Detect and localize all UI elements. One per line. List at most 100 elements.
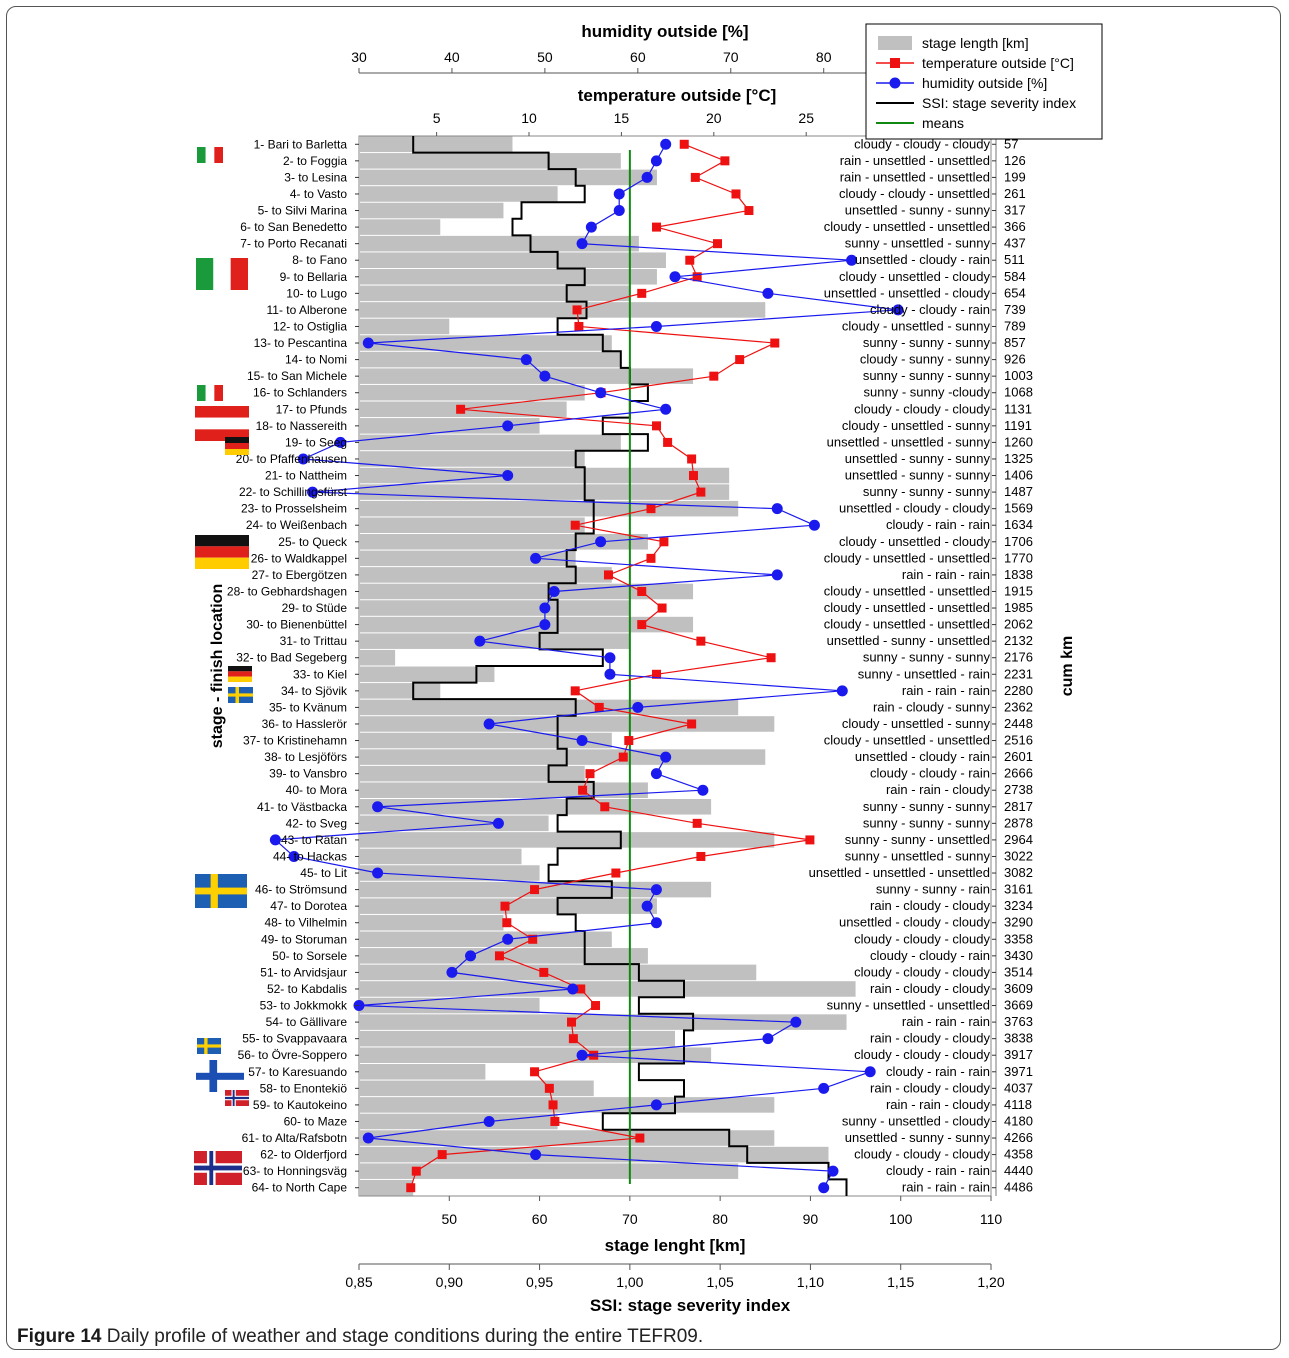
austria-flag-icon [195, 406, 249, 441]
temperature-point [652, 421, 662, 431]
cum-km-label: 2362 [1004, 699, 1033, 714]
cum-km-label: 3971 [1004, 1064, 1033, 1079]
length-bar [359, 550, 576, 567]
cum-km-label: 3022 [1004, 848, 1033, 863]
stage-label: 62- to Olderfjord [260, 1148, 347, 1162]
stage-label: 10- to Lugo [286, 286, 347, 300]
legend-entry: stage length [km] [922, 35, 1029, 51]
temperature-point [687, 719, 697, 729]
plot-area [358, 135, 992, 1197]
length-bar [359, 649, 396, 666]
stage-label: 36- to Hasslerör [262, 717, 347, 731]
legend-entry: temperature outside [°C] [922, 55, 1074, 71]
weather-label: unsettled - cloudy - cloudy [839, 501, 991, 516]
temperature-point [679, 139, 689, 149]
length-bar [359, 600, 630, 616]
weather-label: rain - unsettled - unsettled [840, 153, 990, 168]
temperature-point [456, 404, 466, 414]
temperature-point [594, 702, 604, 712]
weather-label: cloudy - cloudy - cloudy [854, 964, 990, 979]
length-bar [359, 136, 513, 153]
stage-label: 11- to Alberone [266, 303, 347, 317]
humidity-point [539, 370, 551, 382]
weather-label: unsettled - unsettled - sunny [827, 434, 991, 449]
length-bar [359, 616, 694, 633]
cum-km-label: 511 [1004, 252, 1025, 267]
length-bar [359, 285, 630, 302]
legend-entry: means [922, 115, 964, 131]
temperature-point [663, 437, 673, 447]
weather-label: rain - rain - rain [902, 1014, 990, 1029]
cum-km-label: 317 [1004, 203, 1026, 218]
stage-label: 39- to Vansbro [269, 767, 347, 781]
cum-km-label: 261 [1004, 186, 1026, 201]
weather-label: cloudy - cloudy - rain [870, 766, 990, 781]
weather-label: rain - rain - rain [902, 1180, 990, 1195]
cum-km-label: 3609 [1004, 981, 1033, 996]
stage-label: 58- to Enontekiö [260, 1081, 348, 1095]
weather-label: cloudy - cloudy - unsettled [839, 186, 990, 201]
cum-km-label: 4486 [1004, 1180, 1033, 1195]
length-tick-label: 50 [441, 1211, 457, 1227]
stage-label: 6- to San Benedetto [240, 220, 347, 234]
temperature-point [652, 222, 662, 232]
humidity-point [660, 751, 672, 763]
cum-km-label: 57 [1004, 136, 1018, 151]
stage-label: 23- to Prosselsheim [241, 502, 347, 516]
legend-entry: humidity outside [%] [922, 75, 1047, 91]
length-bar [359, 484, 730, 500]
weather-label: cloudy - rain - rain [886, 1163, 990, 1178]
temperature-point [530, 1067, 540, 1077]
humidity-point [632, 701, 644, 713]
stage-label: 2- to Foggia [283, 154, 347, 168]
stage-label: 19- to Seeg [285, 435, 347, 449]
temperature-point [687, 454, 697, 464]
weather-label: cloudy - cloudy - cloudy [854, 931, 990, 946]
stage-label: 35- to Kvänum [269, 700, 347, 714]
temperature-point [570, 686, 580, 696]
cum-km-label: 584 [1004, 269, 1026, 284]
temperature-point [709, 371, 719, 381]
caption-label: Figure 14 [17, 1326, 102, 1347]
humidity-point [576, 1049, 588, 1061]
length-tick-label: 60 [532, 1211, 548, 1227]
temperature-point [544, 1083, 554, 1093]
stage-label: 3- to Lesina [284, 170, 347, 184]
humidity-point [650, 320, 662, 332]
length-bar [359, 1113, 558, 1130]
humidity-point [372, 801, 384, 813]
humidity-point [762, 287, 774, 299]
stage-label: 49- to Storuman [261, 932, 347, 946]
sweden-flag-icon [195, 874, 247, 908]
length-bar [359, 931, 612, 948]
temperature-point [646, 504, 656, 514]
stage-label: 59- to Kautokeino [253, 1098, 347, 1112]
length-bar [359, 1163, 739, 1179]
ssi-tick-label: 1,20 [977, 1274, 1004, 1290]
weather-label: sunny - sunny - sunny [863, 484, 991, 499]
cum-km-label: 2516 [1004, 733, 1033, 748]
humidity-point [372, 867, 384, 879]
humidity-point [827, 1165, 839, 1177]
length-bar [359, 1097, 775, 1113]
weather-label: cloudy - sunny - sunny [860, 352, 991, 367]
stage-label: 45- to Lit [300, 866, 347, 880]
weather-label: cloudy - cloudy - cloudy [854, 401, 990, 416]
weather-label: cloudy - unsettled - unsettled [824, 583, 990, 598]
length-bar [359, 683, 441, 699]
weather-label: cloudy - cloudy - rain [870, 302, 990, 317]
y-axis-title: stage - finish location [209, 584, 226, 748]
stage-label: 50- to Sorsele [272, 949, 347, 963]
length-bar [359, 981, 856, 997]
cum-km-axis-title: cum km [1059, 636, 1076, 696]
temperature-point [550, 1116, 560, 1126]
cum-km-label: 199 [1004, 169, 1026, 184]
weather-label: cloudy - rain - rain [886, 1064, 990, 1079]
humidity-point [660, 138, 672, 150]
stage-label: 9- to Bellaria [280, 270, 348, 284]
stage-label: 63- to Honningsväg [243, 1164, 347, 1178]
length-bar [359, 269, 657, 285]
temperature-point [567, 1017, 577, 1027]
length-bar [359, 169, 657, 186]
humidity-point [604, 652, 616, 664]
